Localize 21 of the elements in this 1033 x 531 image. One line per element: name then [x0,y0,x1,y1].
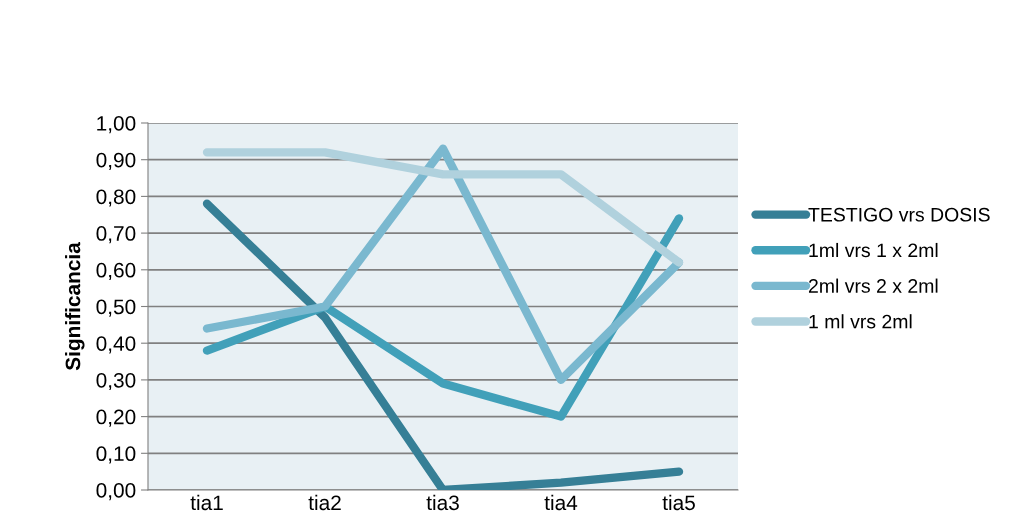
y-tick-label: 0,20 [96,409,136,427]
y-tick-label: 0,60 [96,262,136,281]
y-tick-label: 0,10 [96,446,136,464]
y-axis-title: Significancia [65,242,85,371]
y-tick-label: 0,30 [96,372,136,391]
x-tick-label: tia2 [308,494,341,511]
legend-label: TESTIGO vrs DOSIS [808,207,990,222]
x-tick-label: tia5 [662,494,695,511]
y-tick-label: 0,70 [96,226,136,244]
y-tick-label: 0,50 [96,299,136,317]
x-tick-label: tia3 [426,494,459,511]
x-tick-label: tia4 [544,494,578,511]
y-tick-label: 0,00 [96,483,136,501]
legend-label: 2ml vrs 2 x 2ml [808,278,938,293]
y-tick-label: 0,90 [96,152,136,170]
y-tick-label: 0,40 [96,336,136,354]
legend-label: 1ml vrs 1 x 2ml [809,242,938,258]
legend-label: 1 ml vrs 2ml [809,314,912,329]
x-tick-label: tia1 [190,494,223,511]
y-tick-label: 1,00 [97,116,136,134]
y-tick-label: 0,80 [96,189,136,207]
